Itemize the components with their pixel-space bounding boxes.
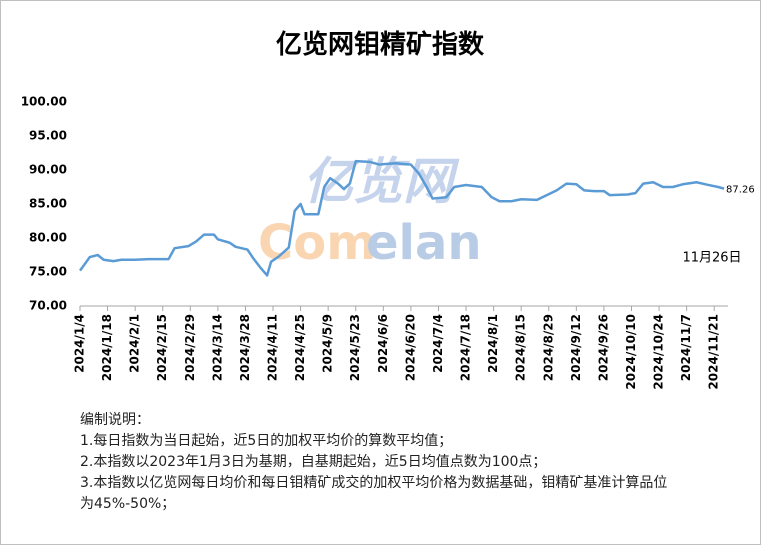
y-tick-label: 85.00 bbox=[29, 197, 67, 211]
x-tick-label: 2024/6/6 bbox=[376, 314, 390, 373]
x-tick-label: 2024/2/15 bbox=[155, 314, 169, 381]
x-tick-label: 2024/6/20 bbox=[403, 314, 417, 381]
notes: 编制说明： 1.每日指数为当日起始，近5日的加权平均价的算数平均值； 2.本指数… bbox=[80, 410, 680, 515]
y-tick-label: 75.00 bbox=[29, 265, 67, 279]
x-tick-label: 2024/4/25 bbox=[293, 314, 307, 381]
x-tick-label: 2024/8/15 bbox=[514, 314, 528, 381]
data-label: 87.26 bbox=[726, 185, 755, 196]
chart-title: 亿览网钼精矿指数 bbox=[276, 29, 485, 60]
x-tick-label: 2024/9/26 bbox=[596, 314, 610, 381]
y-tick-label: 95.00 bbox=[29, 129, 67, 143]
annotation: 11月26日 bbox=[682, 251, 741, 266]
x-tick-label: 2024/7/18 bbox=[459, 314, 473, 381]
x-tick-label: 2024/1/4 bbox=[73, 314, 87, 373]
x-tick-label: 2024/2/29 bbox=[183, 314, 197, 381]
x-tick-label: 2024/4/11 bbox=[266, 314, 280, 381]
note: 2.本指数以2023年1月3日为基期，自基期起始，近5日均值点数为100点； bbox=[80, 454, 547, 470]
y-tick-label: 80.00 bbox=[29, 231, 67, 245]
watermark-en-2: elan bbox=[366, 215, 482, 271]
x-tick-label: 2024/7/4 bbox=[431, 314, 445, 373]
x-tick-label: 2024/2/1 bbox=[128, 314, 142, 373]
x-tick-label: 2024/5/23 bbox=[348, 314, 362, 381]
y-tick-label: 70.00 bbox=[29, 299, 67, 313]
x-tick-label: 2024/1/18 bbox=[100, 314, 114, 381]
note: 1.每日指数为当日起始，近5日的加权平均价的算数平均值； bbox=[80, 433, 453, 449]
x-tick-label: 2024/8/1 bbox=[486, 314, 500, 373]
note: 3.本指数以亿览网每日均价和每日钼精矿成交的加权平均价格为数据基础，钼精矿基准计… bbox=[80, 475, 668, 512]
notes-heading: 编制说明： bbox=[80, 412, 150, 428]
y-tick-label: 100.00 bbox=[21, 95, 67, 109]
y-tick-label: 90.00 bbox=[29, 163, 67, 177]
x-tick-label: 2024/8/29 bbox=[541, 314, 555, 381]
watermark-en-1: Com bbox=[258, 215, 376, 271]
x-tick-label: 2024/3/14 bbox=[210, 314, 224, 381]
x-tick-label: 2024/11/21 bbox=[707, 314, 721, 390]
x-tick-label: 2024/11/7 bbox=[679, 314, 693, 381]
x-tick-label: 2024/5/9 bbox=[321, 314, 335, 373]
x-tick-label: 2024/3/28 bbox=[238, 314, 252, 381]
x-tick-label: 2024/9/12 bbox=[569, 314, 583, 381]
data-line bbox=[78, 159, 725, 277]
x-tick-label: 2024/10/24 bbox=[652, 314, 666, 390]
watermark: 亿览网 Com elan bbox=[258, 153, 482, 272]
x-tick-label: 2024/10/10 bbox=[624, 314, 638, 390]
